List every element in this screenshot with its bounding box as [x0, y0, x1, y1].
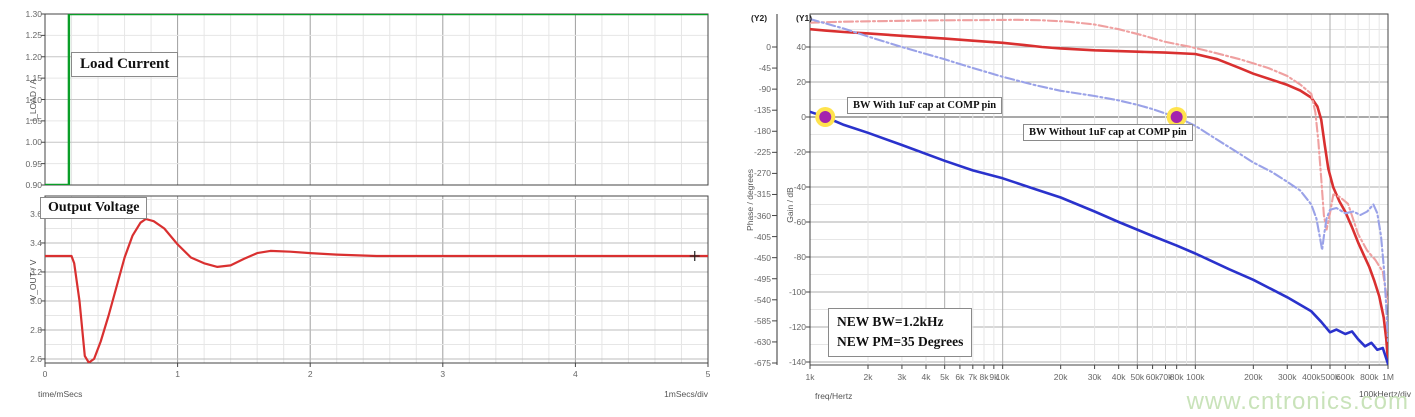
- output-voltage: [45, 217, 708, 363]
- gain-with-cap: [810, 110, 1388, 365]
- new-bw-text: NEW BW=1.2kHz: [837, 314, 944, 329]
- phase-without-cap: [810, 18, 1388, 306]
- freq-axis-label: freq/Hertz: [815, 391, 853, 401]
- bw-with-annotation: BW With 1uF cap at COMP pin: [847, 97, 1003, 114]
- y2-axis-tag: (Y2): [751, 13, 768, 23]
- time-div-label: 1mSecs/div: [664, 389, 708, 399]
- bw-with-marker: [815, 107, 836, 127]
- bw-without-annotation: BW Without 1uF cap at COMP pin: [1023, 124, 1193, 141]
- gain-axis-label: Gain / dB: [784, 187, 795, 223]
- y1-axis-tag: (Y1): [796, 13, 813, 23]
- vout-axis-label: V_OUT / V: [27, 259, 38, 301]
- iload-axis-label: I_LOAD / A: [27, 78, 38, 122]
- bw-without-marker: [1166, 107, 1187, 127]
- freq-div-label: 100kHertz/div: [1359, 389, 1411, 399]
- load-current: [45, 14, 708, 185]
- watermark-text: www.cntronics.com: [1186, 388, 1409, 415]
- new-pm-text: NEW PM=35 Degrees: [837, 334, 964, 350]
- new-results-annotation: NEW BW=1.2kHz NEW PM=35 Degrees: [828, 308, 973, 357]
- gain-without-cap: [810, 17, 1388, 343]
- phase-with-cap: [810, 27, 1388, 363]
- phase-axis-label: Phase / degrees: [744, 169, 755, 231]
- output-voltage-annotation: Output Voltage: [40, 197, 148, 219]
- load-current-annotation: Load Current: [71, 52, 179, 77]
- time-axis-label: time/mSecs: [38, 389, 83, 399]
